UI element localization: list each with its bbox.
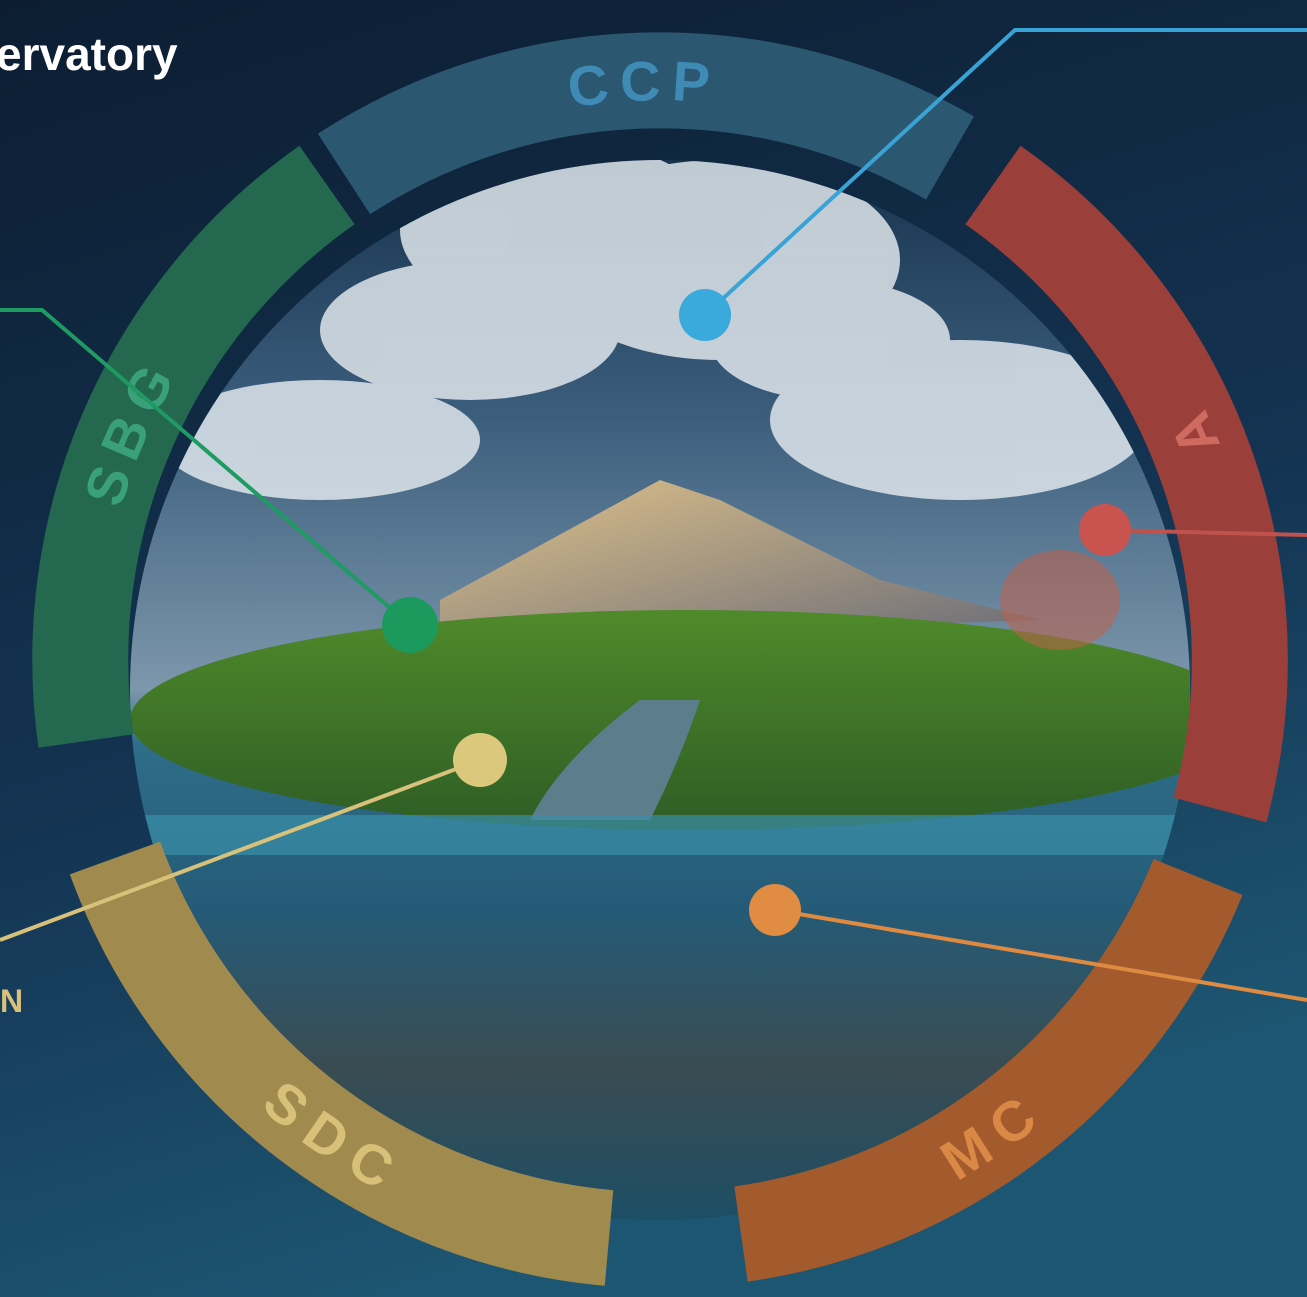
cloud xyxy=(710,280,950,400)
ring-label: CCP xyxy=(564,48,724,118)
page: Observatory cycles {"header": {"title": … xyxy=(0,0,1307,1297)
fire xyxy=(1000,550,1120,650)
callout-label: N xyxy=(0,983,23,1019)
callout-dot xyxy=(749,884,801,936)
page-body: CCP A MC SDC SBG N ervatory (() => { con… xyxy=(0,0,1307,1297)
callout-dot xyxy=(1079,504,1131,556)
cloud xyxy=(320,260,620,400)
page-title: ervatory xyxy=(0,28,178,80)
diagram: CCP A MC SDC SBG N ervatory xyxy=(0,0,1307,1297)
callout-dot xyxy=(382,597,438,653)
callout-dot xyxy=(679,289,731,341)
ring-label-text: CCP xyxy=(564,48,724,118)
callout-dot xyxy=(453,733,507,787)
